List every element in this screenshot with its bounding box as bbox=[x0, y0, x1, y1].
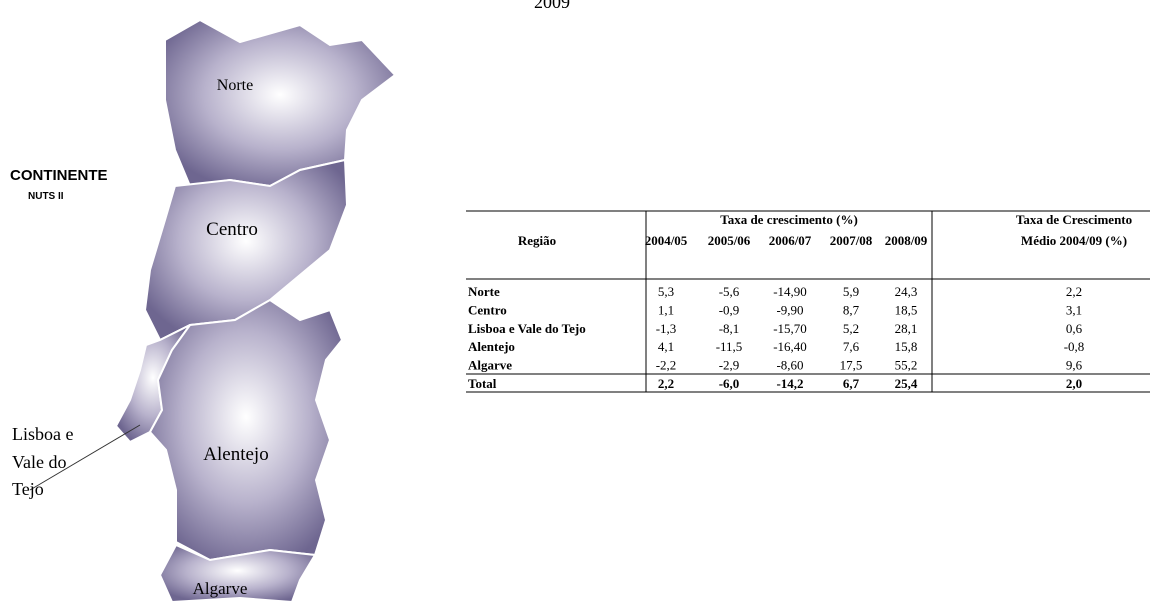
row-label: Norte bbox=[468, 284, 500, 299]
cell: 5,3 bbox=[658, 284, 674, 299]
cell: 3,1 bbox=[1066, 302, 1082, 317]
cell: 0,6 bbox=[1066, 321, 1083, 336]
cell: 28,1 bbox=[895, 321, 918, 336]
cell: -16,40 bbox=[773, 339, 807, 354]
header-cell: Taxa de crescimento (%) bbox=[720, 212, 858, 227]
cell: 17,5 bbox=[840, 358, 863, 373]
cell: 6,7 bbox=[843, 376, 860, 391]
header-cell: 2007/08 bbox=[830, 233, 873, 248]
cell: -0,8 bbox=[1064, 339, 1085, 354]
cell: -6,0 bbox=[719, 376, 740, 391]
cell: 2,2 bbox=[1066, 284, 1082, 299]
cell: 2,2 bbox=[658, 376, 674, 391]
row-label: Alentejo bbox=[468, 339, 515, 354]
cell: 18,5 bbox=[895, 302, 918, 317]
cell: 5,9 bbox=[843, 284, 859, 299]
map-label: Alentejo bbox=[203, 444, 268, 465]
cell: 15,8 bbox=[895, 339, 918, 354]
region-algarve bbox=[158, 543, 317, 604]
header-cell: 2008/09 bbox=[885, 233, 928, 248]
header-cell: Médio 2004/09 (%) bbox=[1021, 233, 1127, 248]
cell: -8,60 bbox=[776, 358, 803, 373]
cell: 4,1 bbox=[658, 339, 674, 354]
map-subheading: NUTS II bbox=[28, 191, 64, 202]
cell: -2,9 bbox=[719, 358, 740, 373]
header-cell: Taxa de Crescimento bbox=[1016, 212, 1132, 227]
map-label: Algarve bbox=[193, 579, 248, 598]
region-centro bbox=[143, 158, 349, 342]
map-label: Tejo bbox=[12, 479, 44, 499]
cell: -15,70 bbox=[773, 321, 807, 336]
row-label: Algarve bbox=[468, 358, 512, 373]
cell: 7,6 bbox=[843, 339, 860, 354]
cell: 2,0 bbox=[1066, 376, 1082, 391]
header-cell: Região bbox=[518, 233, 556, 248]
region-alentejo bbox=[148, 298, 344, 562]
map-label: Norte bbox=[217, 77, 253, 94]
cell: -1,3 bbox=[656, 321, 677, 336]
map-label: Lisboa e bbox=[12, 424, 73, 444]
region-norte bbox=[164, 18, 397, 188]
map bbox=[29, 18, 397, 604]
row-label: Total bbox=[468, 376, 497, 391]
map-label: Centro bbox=[206, 219, 258, 240]
header-cell: 2005/06 bbox=[708, 233, 751, 248]
cell: -11,5 bbox=[716, 339, 743, 354]
cell: -8,1 bbox=[719, 321, 740, 336]
map-label: Vale do bbox=[12, 452, 66, 472]
pointer-line bbox=[29, 424, 141, 491]
cell: -9,90 bbox=[776, 302, 803, 317]
cell: 24,3 bbox=[895, 284, 918, 299]
header-cell: 2004/05 bbox=[645, 233, 688, 248]
cell: -0,9 bbox=[719, 302, 740, 317]
cell: -14,90 bbox=[773, 284, 807, 299]
map-heading: CONTINENTE bbox=[10, 167, 108, 184]
cell: -14,2 bbox=[776, 376, 803, 391]
cell: -2,2 bbox=[656, 358, 677, 373]
row-label: Lisboa e Vale do Tejo bbox=[468, 321, 586, 336]
cell: 25,4 bbox=[895, 376, 918, 391]
cell: 8,7 bbox=[843, 302, 860, 317]
cell: 1,1 bbox=[658, 302, 674, 317]
table: Região Taxa de crescimento (%) 2004/05 2005… bbox=[466, 210, 1150, 393]
cell: 5,2 bbox=[843, 321, 859, 336]
top-text: 2009 bbox=[534, 0, 570, 12]
header-cell: 2006/07 bbox=[769, 233, 812, 248]
cell: 9,6 bbox=[1066, 358, 1083, 373]
row-label: Centro bbox=[468, 302, 507, 317]
cell: 55,2 bbox=[895, 358, 918, 373]
cell: -5,6 bbox=[719, 284, 740, 299]
